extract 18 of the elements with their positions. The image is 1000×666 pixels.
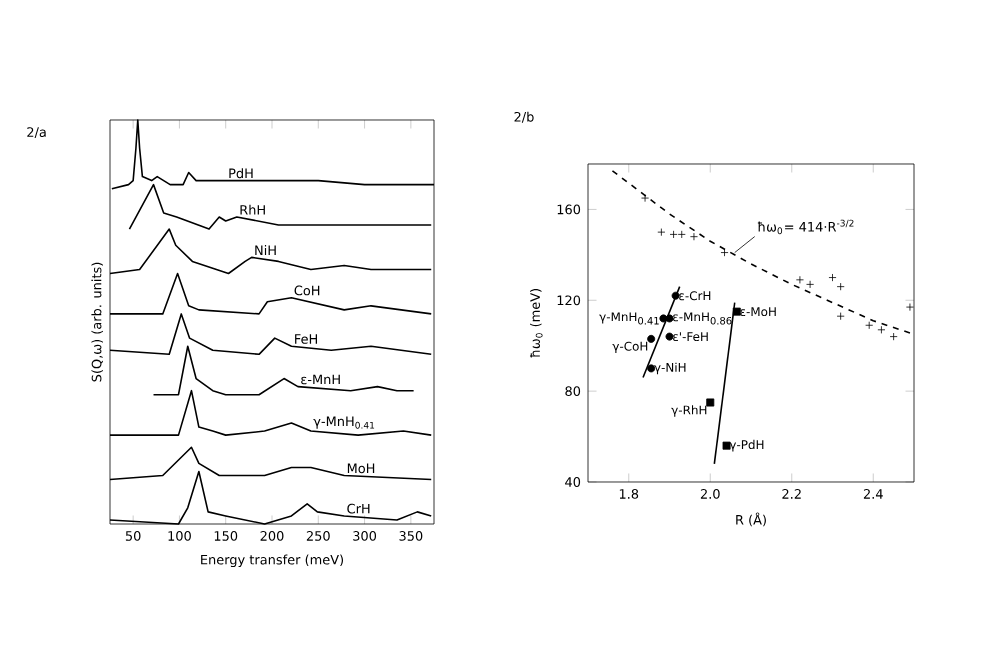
point <box>889 332 898 341</box>
point <box>659 314 668 323</box>
point <box>836 312 845 321</box>
point <box>865 321 874 330</box>
point <box>641 194 650 203</box>
point <box>677 230 686 239</box>
point <box>657 228 666 237</box>
point <box>795 275 804 284</box>
point <box>877 325 886 334</box>
point <box>647 334 656 343</box>
point <box>806 280 815 289</box>
point <box>905 303 914 312</box>
point <box>836 282 845 291</box>
point <box>669 230 678 239</box>
point <box>720 248 729 257</box>
point <box>706 398 715 407</box>
point <box>828 273 837 282</box>
point <box>689 232 698 241</box>
